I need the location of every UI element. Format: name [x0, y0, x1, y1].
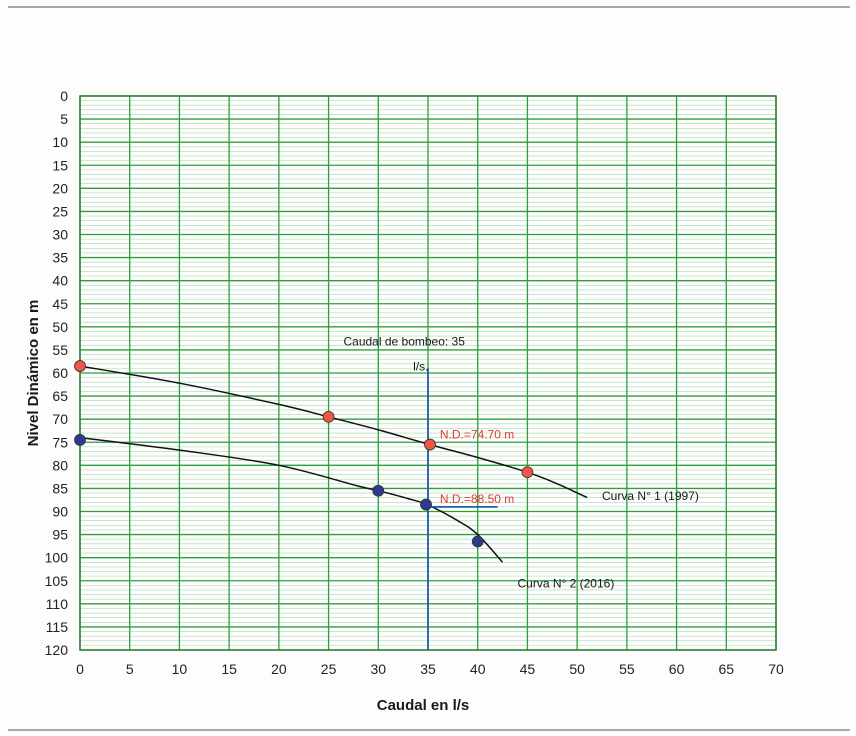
x-tick-label: 65 — [718, 661, 734, 677]
y-tick-label: 0 — [60, 88, 68, 104]
y-tick-label: 55 — [52, 342, 68, 358]
x-tick-label: 40 — [470, 661, 486, 677]
chart-annotation: Caudal de bombeo: 35 — [343, 334, 465, 348]
x-tick-label: 5 — [126, 661, 134, 677]
y-tick-label: 5 — [60, 111, 68, 127]
data-point-series-2 — [420, 498, 432, 511]
y-tick-label: 60 — [52, 365, 68, 381]
y-tick-label: 10 — [52, 134, 68, 150]
x-axis-ticks: 0 5 10 15 20 25 30 35 40 45 50 55 60 65 70 — [76, 661, 784, 677]
y-tick-label: 70 — [52, 411, 68, 427]
chart-annotation: N.D.=88.50 m — [440, 492, 514, 506]
y-tick-label: 100 — [45, 550, 69, 566]
y-tick-label: 15 — [52, 157, 68, 173]
y-tick-label: 105 — [45, 573, 69, 589]
y-tick-label: 115 — [46, 619, 69, 635]
y-tick-label: 90 — [52, 504, 68, 520]
y-tick-label: 20 — [52, 180, 68, 196]
y-tick-label: 85 — [52, 480, 68, 496]
series-curve-1 — [79, 365, 588, 499]
chart-annotation: N.D.=74.70 m — [440, 428, 514, 442]
data-point-series-1 — [521, 466, 534, 479]
x-tick-label: 35 — [420, 661, 436, 677]
y-axis-title: Nivel Dinámico en m — [25, 300, 42, 447]
y-tick-label: 95 — [52, 527, 68, 543]
chart-annotation: l/s. — [413, 360, 428, 374]
data-point-series-1 — [424, 438, 436, 451]
x-tick-label: 60 — [669, 661, 685, 677]
x-tick-label: 50 — [569, 661, 585, 677]
x-tick-label: 25 — [321, 661, 337, 677]
y-tick-label: 75 — [52, 434, 68, 450]
chart-annotation: Curva N° 2 (2016) — [517, 577, 614, 591]
x-tick-label: 70 — [768, 661, 784, 677]
x-tick-label: 20 — [271, 661, 287, 677]
y-axis-ticks: 0 5 10 15 20 25 30 35 40 45 50 55 60 65 70 75 80 85 90 95 10… — [45, 88, 69, 658]
y-tick-label: 110 — [46, 596, 69, 612]
data-point-series-2 — [74, 434, 86, 446]
x-axis-title: Caudal en l/s — [377, 697, 470, 714]
data-point-series-1 — [322, 410, 335, 423]
y-tick-label: 40 — [52, 273, 68, 289]
data-point-series-2 — [372, 484, 385, 497]
y-tick-label: 30 — [52, 227, 68, 243]
chart-annotation: Curva N° 1 (1997) — [602, 489, 699, 503]
x-tick-label: 10 — [172, 661, 188, 677]
y-tick-label: 80 — [52, 457, 68, 473]
x-tick-label: 30 — [370, 661, 386, 677]
series-points — [74, 360, 534, 548]
x-tick-label: 55 — [619, 661, 635, 677]
data-point-series-2 — [471, 535, 484, 548]
y-tick-label: 120 — [45, 642, 69, 658]
x-tick-label: 0 — [76, 661, 84, 677]
x-tick-label: 15 — [221, 661, 237, 677]
data-point-series-1 — [74, 360, 86, 372]
y-tick-label: 35 — [52, 250, 68, 266]
y-tick-label: 25 — [52, 203, 68, 219]
x-tick-label: 45 — [520, 661, 536, 677]
annotations: Caudal de bombeo: 35 l/s. N.D.=74.70 m N.D.… — [343, 334, 698, 590]
y-tick-label: 50 — [52, 319, 68, 335]
y-tick-label: 65 — [52, 388, 68, 404]
y-tick-label: 45 — [52, 296, 68, 312]
